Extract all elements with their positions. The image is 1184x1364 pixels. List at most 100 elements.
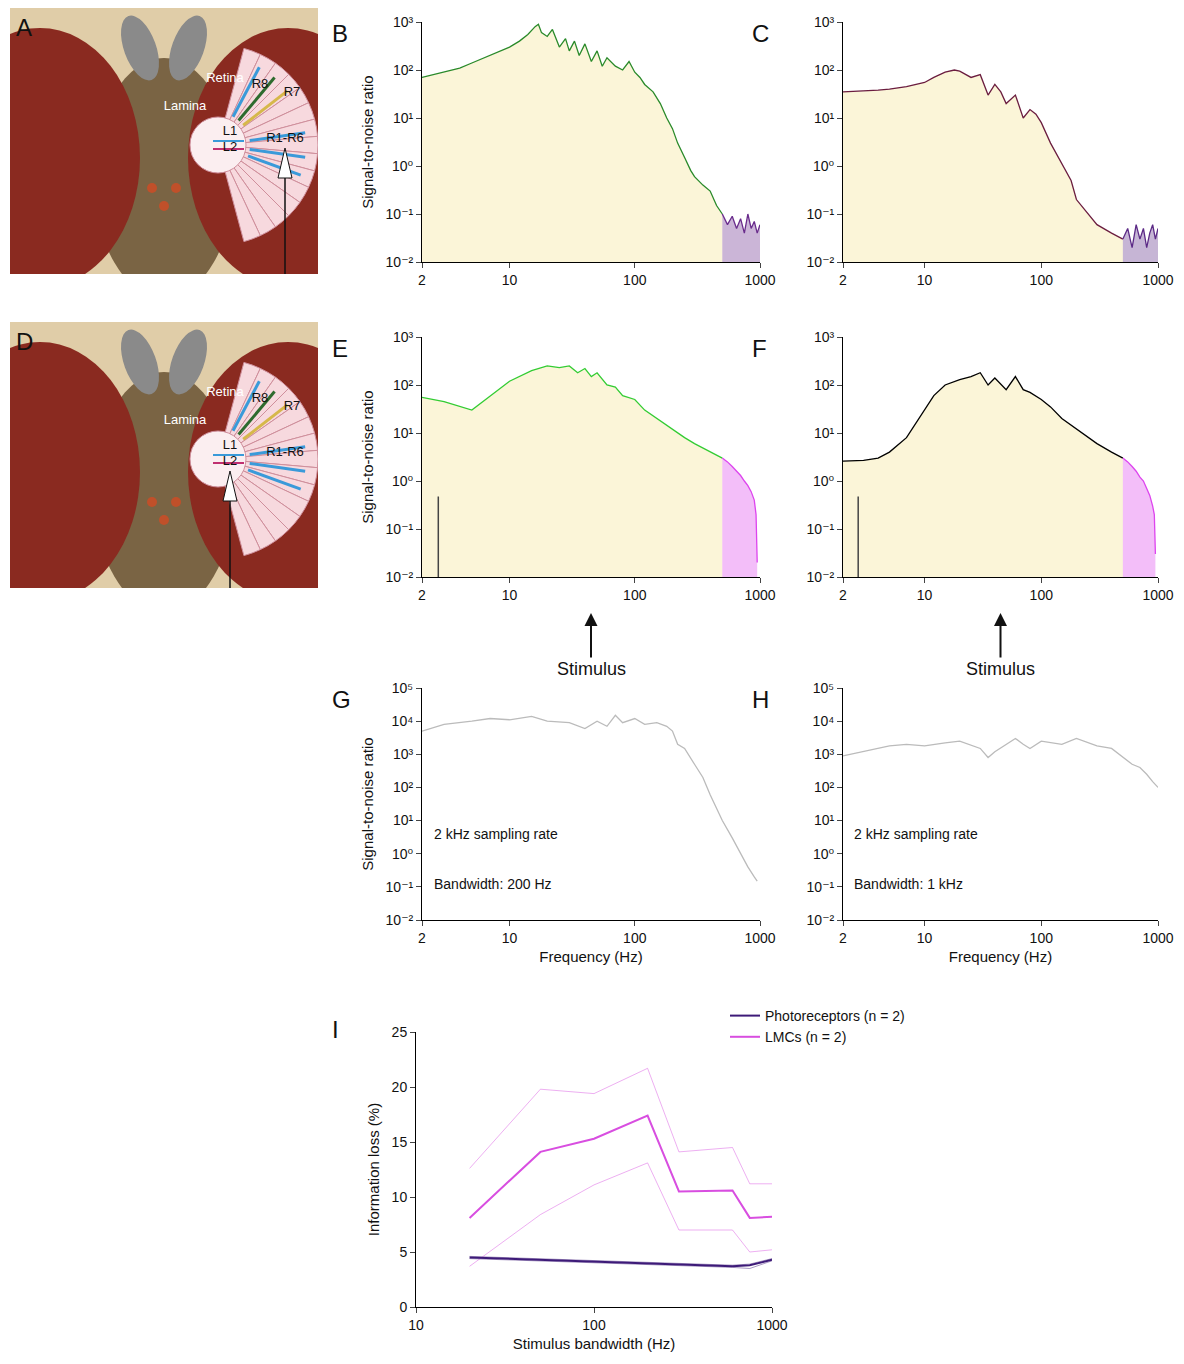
svg-text:10¹: 10¹ bbox=[393, 425, 414, 441]
svg-text:2 kHz sampling rate: 2 kHz sampling rate bbox=[854, 826, 978, 842]
svg-text:L1: L1 bbox=[223, 123, 237, 138]
svg-text:100: 100 bbox=[623, 587, 647, 603]
svg-text:Stimulus bandwidth (Hz): Stimulus bandwidth (Hz) bbox=[513, 1335, 676, 1352]
svg-text:10¹: 10¹ bbox=[814, 812, 835, 828]
svg-text:10³: 10³ bbox=[814, 746, 835, 762]
svg-text:H: H bbox=[752, 686, 769, 713]
svg-text:10⁻¹: 10⁻¹ bbox=[807, 206, 835, 222]
svg-text:10: 10 bbox=[502, 272, 518, 288]
svg-text:Retina: Retina bbox=[206, 70, 244, 85]
svg-text:10⁴: 10⁴ bbox=[392, 713, 414, 729]
svg-text:2: 2 bbox=[418, 587, 426, 603]
svg-text:2: 2 bbox=[839, 930, 847, 946]
svg-text:10¹: 10¹ bbox=[393, 812, 414, 828]
svg-text:10⁻²: 10⁻² bbox=[386, 254, 414, 270]
svg-text:L2: L2 bbox=[223, 453, 237, 468]
svg-text:10⁻²: 10⁻² bbox=[807, 254, 835, 270]
svg-text:10³: 10³ bbox=[393, 746, 414, 762]
svg-text:10⁻¹: 10⁻¹ bbox=[807, 521, 835, 537]
svg-text:2: 2 bbox=[839, 272, 847, 288]
svg-text:10¹: 10¹ bbox=[814, 110, 835, 126]
svg-text:E: E bbox=[332, 335, 348, 362]
svg-text:Lamina: Lamina bbox=[164, 98, 207, 113]
svg-text:2: 2 bbox=[418, 930, 426, 946]
svg-text:F: F bbox=[752, 335, 767, 362]
svg-text:10: 10 bbox=[917, 587, 933, 603]
svg-text:10⁰: 10⁰ bbox=[392, 158, 414, 174]
svg-text:10⁰: 10⁰ bbox=[813, 473, 835, 489]
svg-text:1000: 1000 bbox=[1142, 272, 1173, 288]
svg-text:LMCs (n = 2): LMCs (n = 2) bbox=[765, 1029, 846, 1045]
svg-text:Bandwidth: 200 Hz: Bandwidth: 200 Hz bbox=[434, 876, 552, 892]
svg-text:10⁻¹: 10⁻¹ bbox=[807, 879, 835, 895]
svg-text:10: 10 bbox=[917, 930, 933, 946]
svg-text:100: 100 bbox=[582, 1317, 606, 1333]
svg-text:10²: 10² bbox=[393, 62, 414, 78]
svg-text:Signal-to-noise ratio: Signal-to-noise ratio bbox=[359, 75, 376, 208]
svg-text:L1: L1 bbox=[223, 437, 237, 452]
svg-text:20: 20 bbox=[392, 1079, 408, 1095]
svg-text:R8: R8 bbox=[252, 76, 269, 91]
svg-text:10⁻¹: 10⁻¹ bbox=[386, 879, 414, 895]
svg-text:10⁻²: 10⁻² bbox=[807, 569, 835, 585]
svg-text:D: D bbox=[16, 328, 33, 355]
svg-text:10⁻¹: 10⁻¹ bbox=[386, 521, 414, 537]
svg-text:I: I bbox=[332, 1016, 339, 1043]
svg-text:10⁴: 10⁴ bbox=[813, 713, 835, 729]
svg-text:10³: 10³ bbox=[393, 14, 414, 30]
svg-text:Signal-to-noise ratio: Signal-to-noise ratio bbox=[359, 390, 376, 523]
svg-text:Information loss (%): Information loss (%) bbox=[365, 1103, 382, 1236]
svg-text:10⁻²: 10⁻² bbox=[807, 912, 835, 928]
svg-text:10⁻²: 10⁻² bbox=[386, 569, 414, 585]
svg-text:10: 10 bbox=[408, 1317, 424, 1333]
svg-text:10⁻²: 10⁻² bbox=[386, 912, 414, 928]
svg-text:R8: R8 bbox=[252, 390, 269, 405]
svg-text:1000: 1000 bbox=[744, 272, 775, 288]
svg-text:10⁻¹: 10⁻¹ bbox=[386, 206, 414, 222]
svg-text:10¹: 10¹ bbox=[814, 425, 835, 441]
svg-text:Photoreceptors (n = 2): Photoreceptors (n = 2) bbox=[765, 1008, 905, 1024]
svg-text:10: 10 bbox=[392, 1189, 408, 1205]
svg-text:10⁵: 10⁵ bbox=[813, 680, 834, 696]
svg-text:Bandwidth: 1 kHz: Bandwidth: 1 kHz bbox=[854, 876, 963, 892]
svg-text:1000: 1000 bbox=[1142, 930, 1173, 946]
svg-text:R1-R6: R1-R6 bbox=[266, 130, 304, 145]
svg-text:10⁵: 10⁵ bbox=[392, 680, 413, 696]
svg-text:100: 100 bbox=[623, 272, 647, 288]
svg-text:C: C bbox=[752, 20, 769, 47]
svg-text:15: 15 bbox=[392, 1134, 408, 1150]
svg-text:100: 100 bbox=[1030, 272, 1054, 288]
svg-text:0: 0 bbox=[399, 1299, 407, 1315]
svg-text:10⁰: 10⁰ bbox=[392, 846, 414, 862]
svg-text:10³: 10³ bbox=[814, 329, 835, 345]
svg-text:10: 10 bbox=[502, 930, 518, 946]
svg-text:10³: 10³ bbox=[814, 14, 835, 30]
svg-text:2: 2 bbox=[839, 587, 847, 603]
svg-text:Stimulus: Stimulus bbox=[966, 659, 1035, 679]
svg-text:Retina: Retina bbox=[206, 384, 244, 399]
svg-text:R7: R7 bbox=[284, 84, 301, 99]
svg-text:2: 2 bbox=[418, 272, 426, 288]
svg-text:10: 10 bbox=[502, 587, 518, 603]
svg-text:Frequency (Hz): Frequency (Hz) bbox=[949, 948, 1052, 965]
svg-text:25: 25 bbox=[392, 1024, 408, 1040]
svg-text:100: 100 bbox=[1030, 930, 1054, 946]
svg-text:A: A bbox=[16, 14, 32, 41]
svg-text:10: 10 bbox=[917, 272, 933, 288]
svg-text:Stimulus: Stimulus bbox=[557, 659, 626, 679]
svg-text:R7: R7 bbox=[284, 398, 301, 413]
svg-text:Frequency (Hz): Frequency (Hz) bbox=[539, 948, 642, 965]
svg-text:Lamina: Lamina bbox=[164, 412, 207, 427]
svg-text:10³: 10³ bbox=[393, 329, 414, 345]
svg-text:10²: 10² bbox=[393, 779, 414, 795]
svg-text:5: 5 bbox=[399, 1244, 407, 1260]
svg-text:10⁰: 10⁰ bbox=[392, 473, 414, 489]
svg-text:10⁰: 10⁰ bbox=[813, 846, 835, 862]
svg-text:100: 100 bbox=[1030, 587, 1054, 603]
svg-text:10²: 10² bbox=[814, 377, 835, 393]
svg-text:B: B bbox=[332, 20, 348, 47]
svg-text:R1-R6: R1-R6 bbox=[266, 444, 304, 459]
svg-text:1000: 1000 bbox=[744, 930, 775, 946]
svg-text:G: G bbox=[332, 686, 351, 713]
svg-text:2 kHz sampling rate: 2 kHz sampling rate bbox=[434, 826, 558, 842]
